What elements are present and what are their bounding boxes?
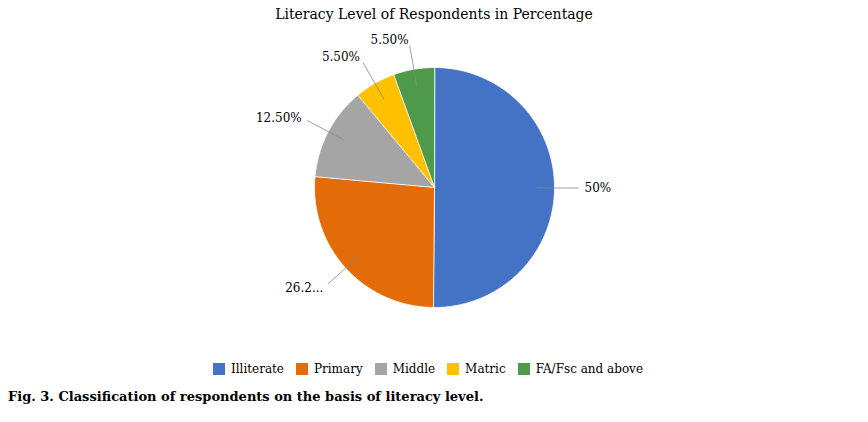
svg-text:50%: 50%	[584, 181, 611, 195]
html-text:FA/Fsc and above: FA/Fsc and above	[535, 361, 643, 376]
svg-text:5.50%: 5.50%	[322, 50, 360, 64]
svg-text:5.50%: 5.50%	[371, 33, 409, 47]
html-text:Fig. 3. Classification of resp: Fig. 3. Classification of respondents on…	[8, 389, 484, 404]
html-text:Primary: Primary	[314, 361, 363, 376]
html-text:Literacy Level of Respondents: Literacy Level of Respondents in Percent…	[275, 6, 593, 22]
svg-text:12.50%: 12.50%	[256, 111, 302, 125]
html-text:Illiterate: Illiterate	[231, 361, 284, 376]
svg-text:26.2...: 26.2...	[285, 281, 323, 295]
html-text:Middle: Middle	[392, 361, 436, 376]
html-text:Matric: Matric	[465, 361, 506, 376]
